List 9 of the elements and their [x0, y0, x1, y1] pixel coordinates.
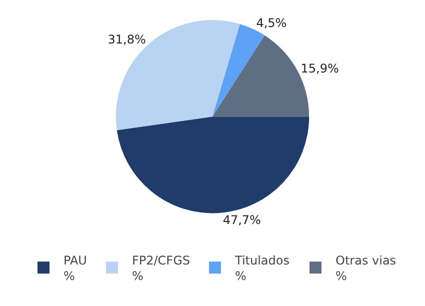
data-label: 4,5%	[256, 16, 287, 30]
data-label: 31,8%	[108, 32, 146, 46]
pie-slice	[116, 116, 310, 214]
legend-label: PAU %	[64, 253, 87, 284]
data-label: 15,9%	[300, 62, 339, 76]
legend-label: Otras vias %	[336, 253, 396, 284]
legend-label: Titulados %	[234, 253, 290, 284]
data-label: 47,7%	[222, 212, 261, 227]
legend-label: FP2/CFGS %	[132, 253, 190, 284]
